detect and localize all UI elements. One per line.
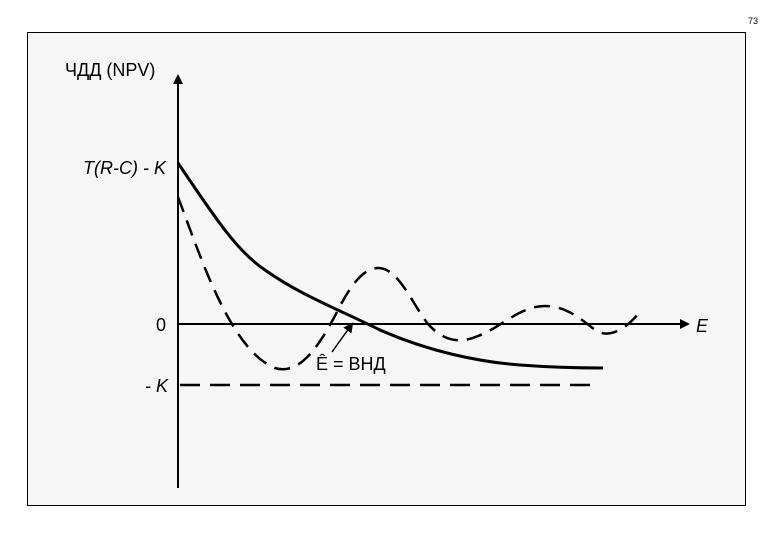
y-axis-label: ЧДД (NPV) [65, 60, 155, 80]
irr-pointer-arrow [331, 322, 354, 353]
npv-solid-curve [176, 162, 604, 370]
page-number: 73 [747, 16, 758, 26]
label-minus-k: - K [145, 376, 169, 396]
label-zero: 0 [156, 315, 166, 335]
label-top-value: T(R-C) - K [83, 158, 167, 178]
x-axis-label: E [696, 316, 709, 336]
irr-annotation: Ê = ВНД [316, 354, 386, 374]
npv-dashed-curve [176, 196, 639, 371]
